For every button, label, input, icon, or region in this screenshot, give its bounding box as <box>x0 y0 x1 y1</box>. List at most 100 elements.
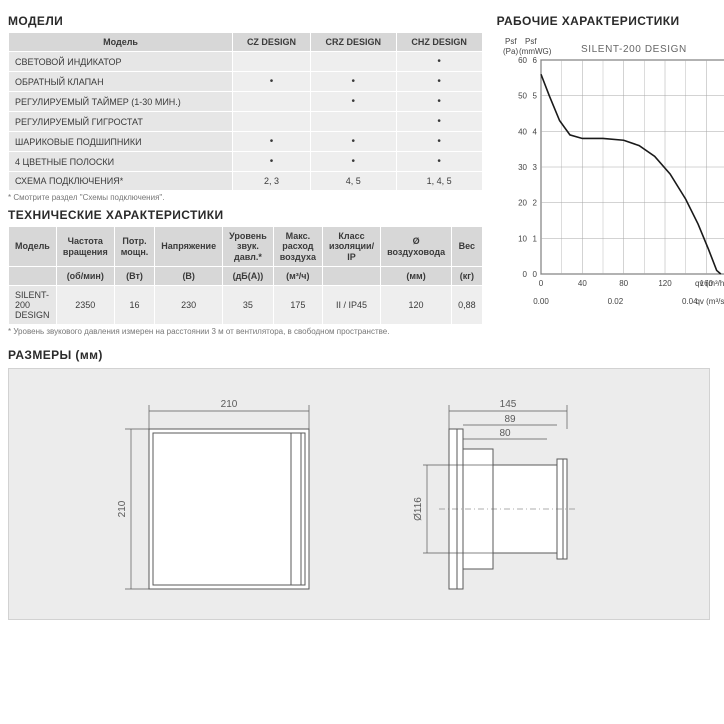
models-cell: • <box>396 72 482 92</box>
models-cell: 4, 5 <box>310 172 396 191</box>
tech-col-unit: (м³/ч) <box>273 267 322 286</box>
tech-col-header: Вес <box>452 227 483 267</box>
svg-text:4: 4 <box>532 127 537 136</box>
tech-col-header: Напряжение <box>155 227 223 267</box>
tech-col-unit: (мм) <box>381 267 452 286</box>
models-row-label: СХЕМА ПОДКЛЮЧЕНИЯ* <box>9 172 233 191</box>
tech-col-header: Класс изоляции/ IP <box>322 227 380 267</box>
svg-text:1: 1 <box>532 234 537 243</box>
tech-cell: 0,88 <box>452 286 483 325</box>
svg-text:80: 80 <box>499 428 511 439</box>
tech-header-model: Модель <box>9 227 57 267</box>
svg-text:20: 20 <box>518 199 527 208</box>
models-cell <box>233 92 311 112</box>
svg-text:0: 0 <box>532 270 537 279</box>
tech-table: МодельЧастота вращенияПотр. мощн.Напряже… <box>8 226 483 325</box>
models-cell: • <box>310 72 396 92</box>
tech-col-unit: (об/мин) <box>56 267 114 286</box>
models-row-label: СВЕТОВОЙ ИНДИКАТОР <box>9 52 233 72</box>
svg-text:0.04: 0.04 <box>682 297 698 306</box>
models-table: Модель CZ DESIGN CRZ DESIGN CHZ DESIGN С… <box>8 32 483 191</box>
performance-chart: 0408012016001020304050600123456Psf(Pa)Ps… <box>497 32 724 324</box>
svg-text:5: 5 <box>532 92 537 101</box>
perf-title: РАБОЧИЕ ХАРАКТЕРИСТИКИ <box>497 14 724 28</box>
svg-text:2: 2 <box>532 199 537 208</box>
models-cell: • <box>310 132 396 152</box>
models-cell <box>233 112 311 132</box>
tech-col-unit: (В) <box>155 267 223 286</box>
dims-title: РАЗМЕРЫ (мм) <box>8 348 716 362</box>
tech-cell: 120 <box>381 286 452 325</box>
svg-text:0: 0 <box>522 270 527 279</box>
models-cell: • <box>396 152 482 172</box>
svg-text:145: 145 <box>500 399 517 410</box>
models-footnote: * Смотрите раздел "Схемы подключения". <box>8 193 483 202</box>
tech-row-label: SILENT-200 DESIGN <box>9 286 57 325</box>
models-title: МОДЕЛИ <box>8 14 483 28</box>
svg-text:89: 89 <box>504 414 516 425</box>
svg-text:0: 0 <box>538 279 543 288</box>
tech-cell: 2350 <box>56 286 114 325</box>
svg-text:qv (m³/s): qv (m³/s) <box>695 297 724 306</box>
tech-col-header: Ø воздуховода <box>381 227 452 267</box>
svg-text:SILENT-200 DESIGN: SILENT-200 DESIGN <box>581 44 687 55</box>
svg-text:80: 80 <box>619 279 628 288</box>
svg-text:120: 120 <box>658 279 672 288</box>
models-row-label: 4 ЦВЕТНЫЕ ПОЛОСКИ <box>9 152 233 172</box>
models-cell: 2, 3 <box>233 172 311 191</box>
svg-text:10: 10 <box>518 234 527 243</box>
svg-text:Ø116: Ø116 <box>413 497 424 521</box>
tech-cell: 35 <box>223 286 274 325</box>
dimensions-panel: 210 210 145 89 80 Ø116 <box>8 368 710 620</box>
svg-text:Psf: Psf <box>525 37 537 46</box>
tech-cell: 230 <box>155 286 223 325</box>
models-cell: • <box>396 92 482 112</box>
tech-col-header: Потр. мощн. <box>114 227 155 267</box>
svg-text:40: 40 <box>577 279 586 288</box>
svg-text:0.00: 0.00 <box>533 297 549 306</box>
svg-text:40: 40 <box>518 127 527 136</box>
svg-text:(Pa): (Pa) <box>503 47 518 56</box>
models-col-0: CZ DESIGN <box>233 33 311 52</box>
models-cell: • <box>310 152 396 172</box>
tech-footnote: * Уровень звукового давления измерен на … <box>8 327 483 336</box>
tech-col-header: Макс. расход воздуха <box>273 227 322 267</box>
models-cell: • <box>310 92 396 112</box>
models-cell <box>310 52 396 72</box>
tech-col-unit: (Вт) <box>114 267 155 286</box>
tech-col-unit: (дБ(A)) <box>223 267 274 286</box>
tech-cell: 16 <box>114 286 155 325</box>
tech-cell: II / IP45 <box>322 286 380 325</box>
models-cell <box>233 52 311 72</box>
models-col-1: CRZ DESIGN <box>310 33 396 52</box>
models-col-2: CHZ DESIGN <box>396 33 482 52</box>
models-cell: • <box>233 72 311 92</box>
svg-text:60: 60 <box>518 56 527 65</box>
models-cell: • <box>233 152 311 172</box>
svg-text:210: 210 <box>117 501 128 518</box>
models-row-label: ОБРАТНЫЙ КЛАПАН <box>9 72 233 92</box>
tech-col-header: Уровень звук. давл.* <box>223 227 274 267</box>
svg-text:210: 210 <box>221 399 238 410</box>
svg-text:qv (m³/h): qv (m³/h) <box>695 279 724 288</box>
models-cell: • <box>233 132 311 152</box>
models-cell: 1, 4, 5 <box>396 172 482 191</box>
models-row-label: РЕГУЛИРУЕМЫЙ ГИГРОСТАТ <box>9 112 233 132</box>
svg-text:30: 30 <box>518 163 527 172</box>
models-cell: • <box>396 52 482 72</box>
tech-cell: 175 <box>273 286 322 325</box>
models-row-label: РЕГУЛИРУЕМЫЙ ТАЙМЕР (1-30 МИН.) <box>9 92 233 112</box>
tech-col-unit: (кг) <box>452 267 483 286</box>
svg-text:3: 3 <box>532 163 537 172</box>
svg-text:50: 50 <box>518 92 527 101</box>
tech-title: ТЕХНИЧЕСКИЕ ХАРАКТЕРИСТИКИ <box>8 208 483 222</box>
models-cell: • <box>396 132 482 152</box>
models-header-model: Модель <box>9 33 233 52</box>
models-row-label: ШАРИКОВЫЕ ПОДШИПНИКИ <box>9 132 233 152</box>
svg-text:6: 6 <box>532 56 537 65</box>
svg-text:(mmWG): (mmWG) <box>519 47 552 56</box>
svg-text:Psf: Psf <box>505 37 517 46</box>
svg-text:0.02: 0.02 <box>607 297 623 306</box>
models-cell: • <box>396 112 482 132</box>
tech-col-header: Частота вращения <box>56 227 114 267</box>
